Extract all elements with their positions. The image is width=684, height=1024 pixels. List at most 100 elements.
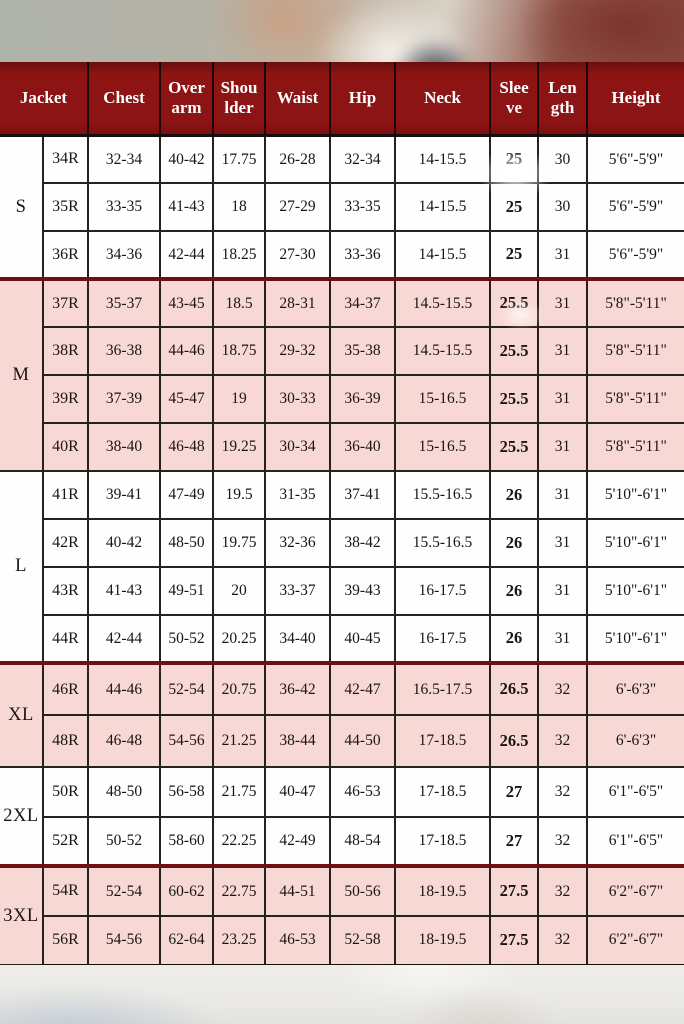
table-cell: 40-45 <box>329 614 396 664</box>
table-cell: 17-18.5 <box>394 714 491 768</box>
table-cell: 31 <box>537 277 588 328</box>
table-cell: 17-18.5 <box>394 815 491 867</box>
table-cell: 34-37 <box>329 277 396 328</box>
column-header-neck: Neck <box>394 62 491 137</box>
table-cell: 48-50 <box>87 766 161 818</box>
table-body: S 34R 32-34 40-42 17.75 26-28 32-34 14-15.5 25 30… <box>0 134 684 967</box>
table-cell: 6'2"-6'7" <box>586 864 684 917</box>
table-cell: 26 <box>489 614 539 664</box>
table-cell: 32 <box>537 661 588 716</box>
table-cell: 44-46 <box>159 326 214 376</box>
table-row: 56R 54-56 62-64 23.25 46-53 52-58 18-19.5 27.5 3… <box>0 914 684 967</box>
table-cell: 25.5 <box>489 422 539 472</box>
table-cell: 45-47 <box>159 374 214 424</box>
table-cell: 16.5-17.5 <box>394 661 491 716</box>
table-cell: 26 <box>489 470 539 520</box>
table-row: S 34R 32-34 40-42 17.75 26-28 32-34 14-15.5 25 30… <box>0 134 684 280</box>
table-cell: 15-16.5 <box>394 422 491 472</box>
table-cell: 6'2"-6'7" <box>586 914 684 967</box>
table-cell: 31-35 <box>264 470 331 520</box>
column-header-height: Height <box>586 62 684 137</box>
table-cell: 48R <box>43 714 89 768</box>
table-cell: 31 <box>537 230 588 280</box>
table-cell: 56R <box>43 914 89 967</box>
table-cell: 31 <box>537 374 588 424</box>
size-group-label: 2XL <box>0 766 44 867</box>
table-cell: 21.75 <box>212 766 266 818</box>
table-header: Jacket Chest Over arm Shou lder Waist Hip Neck… <box>0 62 684 137</box>
size-group-label: S <box>0 134 44 280</box>
table-cell: 19.5 <box>212 470 266 520</box>
table-cell: 19.75 <box>212 518 266 568</box>
table-row: 42R 40-42 48-50 19.75 32-36 38-42 15.5-16.5 26 3… <box>0 518 684 568</box>
table-cell: 50-56 <box>329 864 396 917</box>
table-cell: 38-42 <box>329 518 396 568</box>
table-cell: 25.5 <box>489 277 539 328</box>
table-cell: 42R <box>43 518 89 568</box>
table-row: 38R 36-38 44-46 18.75 29-32 35-38 14.5-15.5 25.… <box>0 326 684 376</box>
table-cell: 47-49 <box>159 470 214 520</box>
table-cell: 14-15.5 <box>394 182 491 232</box>
table-cell: 52-54 <box>87 864 161 917</box>
table-cell: 27.5 <box>489 864 539 917</box>
table-cell: 40-47 <box>264 766 331 818</box>
table-cell: 54-56 <box>159 714 214 768</box>
table-cell: 20 <box>212 566 266 616</box>
table-cell: 5'8"-5'11" <box>586 422 684 472</box>
table-cell: 35R <box>43 182 89 232</box>
table-cell: 31 <box>537 566 588 616</box>
table-row: 40R 38-40 46-48 19.25 30-34 36-40 15-16.5 25.5 3… <box>0 422 684 472</box>
table-cell: 16-17.5 <box>394 566 491 616</box>
table-cell: 15.5-16.5 <box>394 518 491 568</box>
background-photo-bottom <box>0 965 684 1024</box>
table-cell: 32-34 <box>87 134 161 184</box>
table-cell: 30-34 <box>264 422 331 472</box>
table-cell: 33-37 <box>264 566 331 616</box>
table-cell: 17-18.5 <box>394 766 491 818</box>
table-cell: 5'6"-5'9" <box>586 134 684 184</box>
table-cell: 38R <box>43 326 89 376</box>
table-cell: 39-41 <box>87 470 161 520</box>
table-cell: 18-19.5 <box>394 864 491 917</box>
table-cell: 18.75 <box>212 326 266 376</box>
table-cell: 14-15.5 <box>394 134 491 184</box>
table-cell: 46-53 <box>329 766 396 818</box>
table-cell: 62-64 <box>159 914 214 967</box>
table-cell: 34-40 <box>264 614 331 664</box>
table-cell: 41-43 <box>87 566 161 616</box>
table-cell: 5'8"-5'11" <box>586 374 684 424</box>
table-cell: 39R <box>43 374 89 424</box>
table-cell: 5'10"-6'1" <box>586 614 684 664</box>
table-cell: 33-35 <box>87 182 161 232</box>
table-cell: 33-36 <box>329 230 396 280</box>
column-header-chest: Chest <box>87 62 161 137</box>
table-row: 36R 34-36 42-44 18.25 27-30 33-36 14-15.5 25 31 5… <box>0 230 684 280</box>
table-cell: 32 <box>537 815 588 867</box>
table-cell: 22.25 <box>212 815 266 867</box>
table-cell: 6'1"-6'5" <box>586 815 684 867</box>
table-cell: 36-40 <box>329 422 396 472</box>
table-cell: 43R <box>43 566 89 616</box>
table-cell: 30-33 <box>264 374 331 424</box>
table-cell: 46-48 <box>159 422 214 472</box>
table-row: L 41R 39-41 47-49 19.5 31-35 37-41 15.5-16.5 26 3… <box>0 470 684 664</box>
table-cell: 37R <box>42 277 89 328</box>
table-cell: 36-38 <box>87 326 161 376</box>
table-cell: 31 <box>537 326 588 376</box>
table-cell: 25 <box>489 230 539 280</box>
column-header-jacket: Jacket <box>0 62 89 137</box>
table-cell: 58-60 <box>159 815 214 867</box>
table-cell: 40R <box>43 422 89 472</box>
table-cell: 37-39 <box>87 374 161 424</box>
table-cell: 29-32 <box>264 326 331 376</box>
table-cell: 25.5 <box>489 374 539 424</box>
table-cell: 18.25 <box>212 230 266 280</box>
table-row: 2XL 50R 48-50 56-58 21.75 40-47 46-53 17-18.5 27… <box>0 766 684 867</box>
table-cell: 31 <box>537 614 588 664</box>
table-cell: 23.25 <box>212 914 266 967</box>
table-cell: 36-39 <box>329 374 396 424</box>
table-cell: 54R <box>42 864 89 917</box>
table-cell: 14-15.5 <box>394 230 491 280</box>
column-header-waist: Waist <box>264 62 331 137</box>
size-group-label: XL <box>0 661 44 768</box>
